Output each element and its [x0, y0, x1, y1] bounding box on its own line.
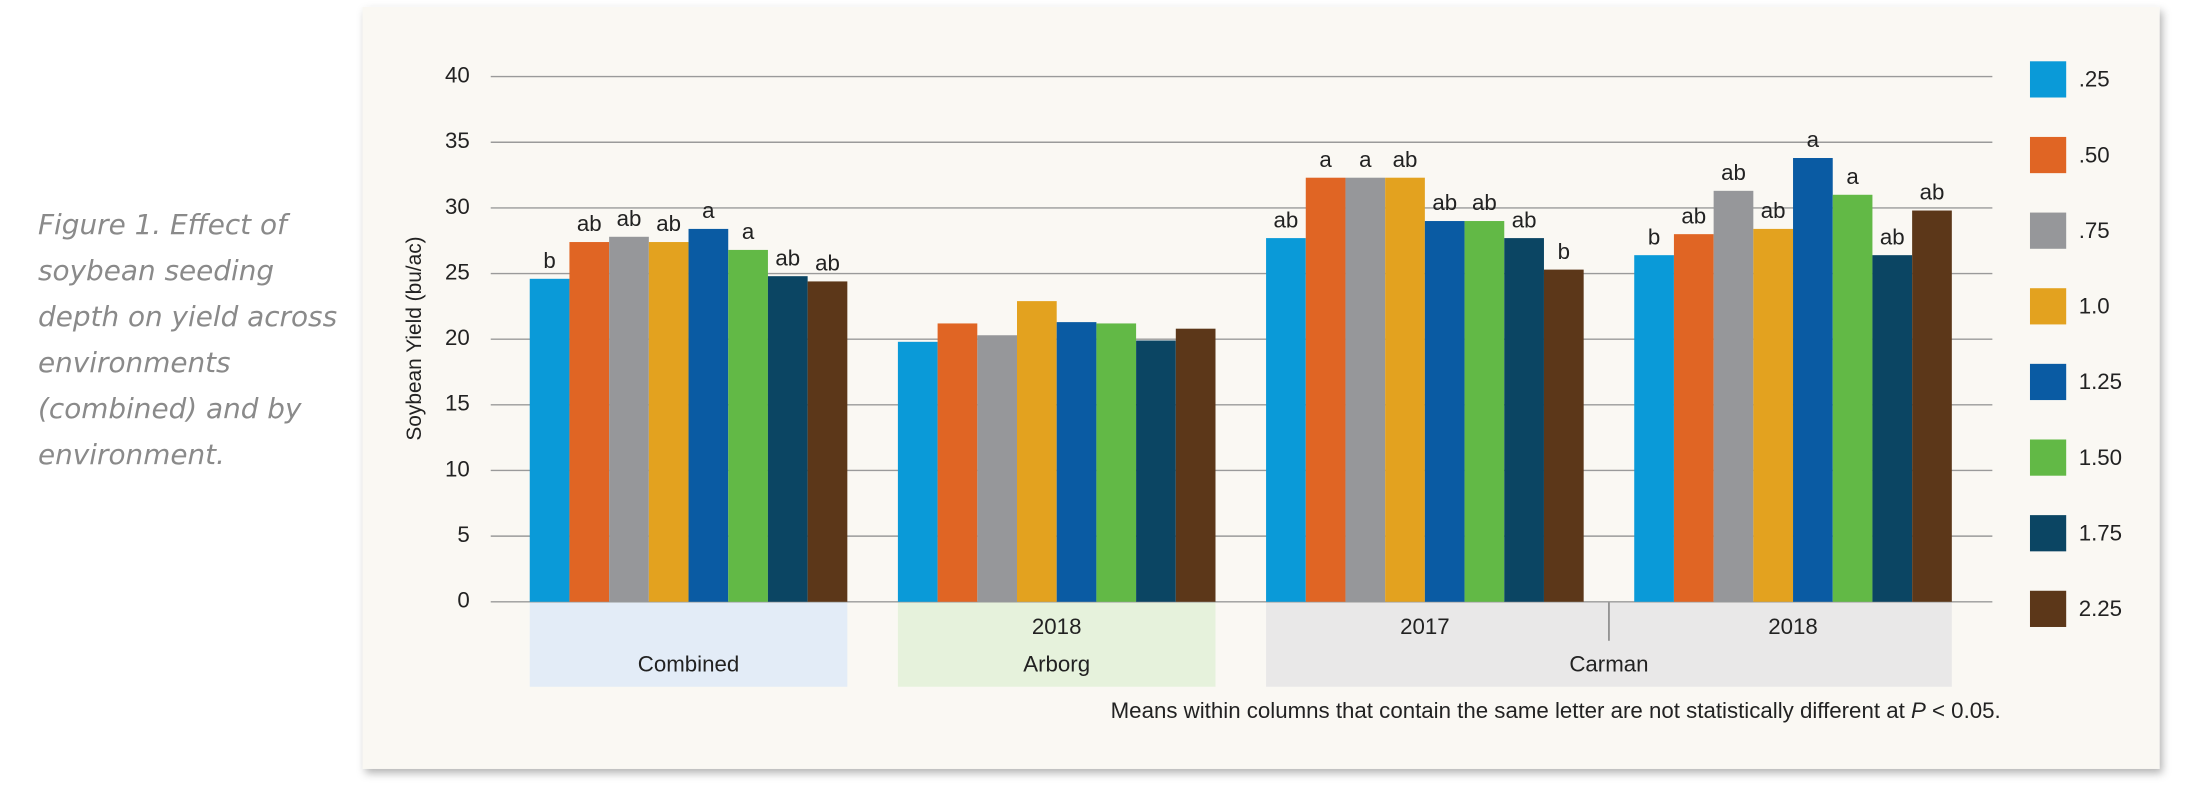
y-tick-label: 15	[445, 391, 470, 416]
bar	[1634, 255, 1674, 602]
significance-letter: ab	[656, 211, 681, 236]
y-axis-label: Soybean Yield (bu/ac)	[403, 236, 426, 440]
bar	[1305, 177, 1346, 602]
legend-label: .25	[2079, 67, 2110, 92]
bar	[1753, 228, 1794, 602]
category-band	[529, 601, 848, 687]
x-tick-label: 2018	[1768, 614, 1818, 639]
significance-letter: ab	[1274, 207, 1299, 232]
bar	[807, 281, 848, 602]
x-tick-label: 2017	[1400, 614, 1450, 639]
y-tick-label: 40	[445, 63, 470, 88]
legend-swatch	[2029, 439, 2067, 476]
bar	[688, 228, 729, 602]
bar	[1673, 234, 1714, 602]
bar	[1464, 221, 1505, 602]
caption-box: Figure 1. Effect of soybean seeding dept…	[38, 207, 338, 471]
category-group-label: Arborg	[1023, 652, 1090, 677]
significance-letter: ab	[775, 245, 800, 270]
significance-letter: ab	[1472, 190, 1497, 215]
bar	[1504, 238, 1544, 602]
legend-label: 1.0	[2079, 294, 2110, 319]
bar	[648, 242, 689, 602]
bar	[1832, 194, 1873, 602]
significance-letter: ab	[617, 206, 642, 231]
bar	[1424, 221, 1465, 602]
y-tick-label: 20	[445, 325, 470, 350]
bar	[1017, 301, 1057, 602]
bar	[1713, 190, 1754, 602]
significance-letter: a	[1319, 147, 1332, 172]
significance-letter: ab	[1880, 224, 1905, 249]
bar	[529, 278, 570, 602]
bar	[1912, 210, 1952, 602]
significance-letter: ab	[1721, 160, 1746, 185]
bar	[1543, 269, 1584, 602]
y-tick-label: 30	[445, 194, 470, 219]
bar	[1096, 323, 1137, 602]
bar	[569, 242, 610, 602]
footnote-part: < 0.05.	[1926, 698, 2001, 723]
bar	[767, 276, 808, 602]
footnote-part: Means within columns that contain the sa…	[1111, 698, 1911, 723]
y-tick-label: 35	[445, 128, 470, 153]
bar	[1345, 177, 1386, 602]
bar	[1872, 255, 1913, 602]
legend-label: 1.75	[2079, 521, 2122, 546]
category-group-label: Combined	[638, 652, 740, 677]
significance-letter: ab	[1681, 203, 1706, 228]
significance-letter: b	[1558, 239, 1570, 264]
significance-letter: a	[1846, 164, 1859, 189]
significance-letter: ab	[1432, 190, 1457, 215]
bar	[937, 323, 978, 602]
bar	[1136, 340, 1176, 602]
bar	[1793, 158, 1833, 602]
significance-letter: ab	[1512, 207, 1537, 232]
significance-letter: a	[742, 219, 755, 244]
significance-letter: ab	[1761, 198, 1786, 223]
significance-letter: ab	[577, 211, 602, 236]
significance-letter: ab	[815, 251, 840, 276]
legend-label: 1.25	[2079, 369, 2122, 394]
x-tick-label: 2018	[1032, 614, 1082, 639]
significance-letter: a	[1807, 127, 1820, 152]
caption: Figure 1. Effect of soybean seeding dept…	[38, 207, 338, 471]
legend-swatch	[2029, 515, 2067, 552]
legend-swatch	[2029, 136, 2067, 174]
bar	[1056, 322, 1097, 602]
legend-swatch	[2029, 61, 2067, 98]
bar	[977, 335, 1018, 602]
y-tick-label: 0	[457, 588, 469, 613]
footnote-part: P	[1911, 698, 1926, 723]
bar	[1266, 238, 1306, 602]
significance-letter: ab	[1393, 147, 1418, 172]
bar	[1175, 328, 1216, 602]
legend-label: .50	[2079, 142, 2110, 167]
bar	[897, 341, 938, 602]
legend-label: .75	[2079, 218, 2110, 243]
legend-swatch	[2029, 590, 2067, 627]
significance-letter: ab	[1920, 180, 1945, 205]
y-tick-label: 5	[457, 522, 469, 547]
legend-swatch	[2029, 363, 2067, 401]
bar	[609, 236, 649, 602]
category-band	[897, 601, 1216, 687]
legend-label: 1.50	[2079, 445, 2122, 470]
bar	[1385, 177, 1425, 602]
y-tick-label: 10	[445, 456, 470, 481]
significance-letter: a	[702, 198, 715, 223]
bar	[728, 249, 768, 602]
significance-letter: b	[543, 248, 555, 273]
y-tick-label: 25	[445, 259, 470, 284]
footnote: Means within columns that contain the sa…	[1111, 698, 2001, 723]
legend-swatch	[2029, 288, 2067, 325]
significance-letter: a	[1359, 147, 1372, 172]
category-group-label: Carman	[1569, 652, 1648, 677]
legend-label: 2.25	[2079, 596, 2122, 621]
significance-letter: b	[1648, 224, 1660, 249]
legend-swatch	[2029, 212, 2067, 249]
